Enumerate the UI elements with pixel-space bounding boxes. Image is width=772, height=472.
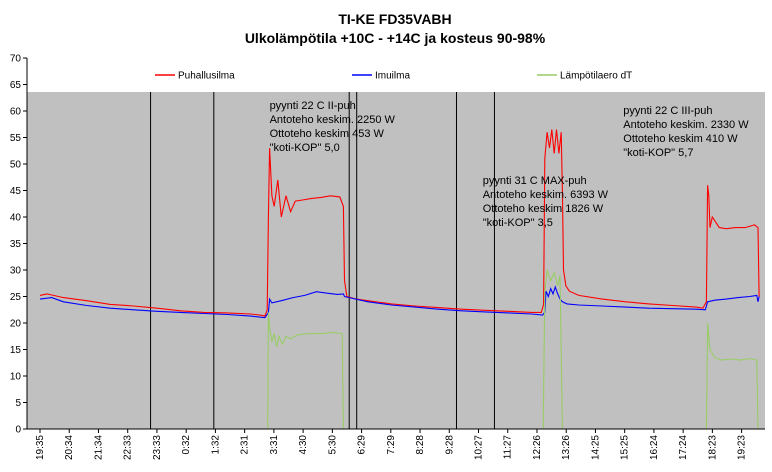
x-tick-label: 4:30	[298, 435, 309, 455]
annotation-text: pyynti 31 C MAX-puh	[483, 175, 587, 187]
x-tick-label: 3:31	[269, 435, 280, 455]
legend-label: Lämpötilaero dT	[560, 71, 632, 82]
y-tick-label: 40	[10, 213, 22, 224]
x-tick-label: 11:27	[503, 435, 514, 460]
annotation-text: Antoteho keskim. 6393 W	[483, 189, 609, 201]
x-axis-ticks: 19:35 20:34 21:34 22:33 23:33 0:32 1:32 2:31 3:3…	[35, 429, 748, 460]
series-line-2	[39, 285, 760, 319]
x-tick-label: 7:29	[386, 435, 397, 455]
annotation-text: "koti-KOP" 5,7	[623, 147, 693, 159]
x-tick-label: 10:27	[474, 435, 485, 460]
annotations: pyynti 22 C II-puh Antoteho keskim. 2250 …	[270, 100, 750, 229]
annotation-text: Ottoteho keskim 1826 W	[483, 203, 604, 215]
y-tick-label: 30	[10, 266, 22, 277]
series-line-1	[39, 129, 760, 317]
x-tick-label: 1:32	[210, 435, 221, 455]
annotation-text: pyynti 22 C III-puh	[623, 105, 712, 117]
annotation-text: "koti-KOP" 3,5	[483, 217, 553, 229]
y-axis-ticks: 0 5 10 15 20 25 30 35 40 45 50 55 60 65 70	[10, 54, 27, 436]
x-tick-label: 12:26	[532, 435, 543, 460]
chart-title: TI-KE FD35VABH	[338, 11, 451, 27]
y-tick-label: 70	[10, 54, 22, 65]
x-tick-label: 19:35	[35, 435, 46, 460]
y-tick-label: 15	[10, 345, 22, 356]
x-tick-label: 0:32	[181, 435, 192, 455]
x-tick-label: 6:29	[357, 435, 368, 455]
chart-subtitle: Ulkolämpötila +10C - +14C ja kosteus 90-…	[245, 30, 546, 46]
annotation-text: "koti-KOP" 5,0	[270, 142, 340, 154]
y-tick-label: 25	[10, 292, 22, 303]
x-tick-label: 17:24	[678, 435, 689, 460]
annotation-text: Antoteho keskim. 2330 W	[623, 119, 749, 131]
y-tick-label: 60	[10, 107, 22, 118]
y-tick-label: 5	[15, 398, 21, 409]
y-tick-label: 20	[10, 319, 22, 330]
annotation-text: Ottoteho keskim 410 W	[623, 133, 738, 145]
event-lines	[150, 92, 495, 429]
y-tick-label: 55	[10, 133, 22, 144]
x-tick-label: 5:30	[327, 435, 338, 455]
y-tick-label: 10	[10, 372, 22, 383]
x-tick-label: 18:23	[707, 435, 718, 460]
annotation-text: pyynti 22 C II-puh	[270, 100, 356, 112]
annotation-text: Ottoteho keskim 453 W	[270, 128, 385, 140]
legend-label: Imuilma	[375, 71, 410, 82]
x-tick-label: 2:31	[240, 435, 251, 455]
legend: Puhallusilma Imuilma Lämpötilaero dT	[155, 71, 632, 82]
x-tick-label: 13:26	[561, 435, 572, 460]
annotation-text: Antoteho keskim. 2250 W	[270, 114, 396, 126]
series-group	[39, 129, 760, 430]
legend-label: Puhallusilma	[178, 71, 235, 82]
x-tick-label: 22:33	[123, 435, 134, 460]
x-tick-label: 15:25	[620, 435, 631, 460]
y-tick-label: 0	[15, 425, 21, 436]
plot-area-background	[27, 92, 765, 429]
x-tick-label: 16:24	[649, 435, 660, 460]
y-tick-label: 45	[10, 186, 22, 197]
x-tick-label: 23:33	[152, 435, 163, 460]
x-tick-label: 9:28	[444, 435, 455, 455]
y-tick-label: 65	[10, 80, 22, 91]
series-line-3	[267, 269, 759, 430]
y-tick-label: 50	[10, 160, 22, 171]
x-tick-label: 21:34	[93, 435, 104, 460]
x-tick-label: 20:34	[64, 435, 75, 460]
x-tick-label: 19:23	[737, 435, 748, 460]
y-tick-label: 35	[10, 239, 22, 250]
x-tick-label: 8:28	[415, 435, 426, 455]
x-tick-label: 14:25	[590, 435, 601, 460]
